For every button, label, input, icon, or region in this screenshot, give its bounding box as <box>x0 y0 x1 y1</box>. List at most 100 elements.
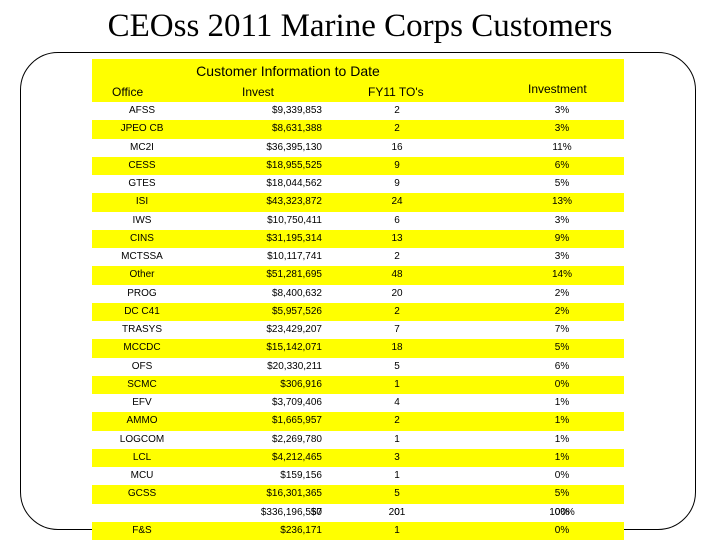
office-cell: LOGCOM <box>119 433 165 445</box>
invest-cell: $8,400,632 <box>271 287 322 299</box>
table-row: MC2I $36,395,130 16 11% <box>92 138 624 157</box>
invest-cell: $31,195,314 <box>266 232 322 244</box>
column-header-invest: Invest <box>242 85 275 99</box>
tos-cell: 1 <box>394 433 400 445</box>
invest-cell: $236,171 <box>280 524 322 536</box>
investment-cell: 0% <box>554 378 570 390</box>
office-cell: CINS <box>130 232 154 244</box>
investment-cell: 3% <box>554 105 570 116</box>
office-cell: LCL <box>132 451 152 463</box>
page-title: CEOss 2011 Marine Corps Customers <box>107 8 613 44</box>
table-row: TRASYS $23,429,207 7 7% <box>92 321 624 340</box>
office-cell: DC C41 <box>124 305 160 317</box>
invest-cell: $0 <box>310 506 322 518</box>
table-row: Other $51,281,695 48 14% <box>92 266 624 285</box>
investment-cell: 13% <box>551 196 572 208</box>
office-cell: IWS <box>132 214 152 226</box>
customer-table: Customer Information to Date Office Inve… <box>92 59 624 540</box>
tos-cell: 9 <box>394 159 400 171</box>
table-row: DC C41 $5,957,526 2 2% <box>92 302 624 321</box>
table-body: AFSS $9,339,853 2 3% JPEO CB $8,631,388 2 3% MC2… <box>92 102 624 540</box>
investment-cell: 1% <box>554 415 570 427</box>
tos-cell: 1 <box>394 470 400 481</box>
table-row: AFSS $9,339,853 2 3% <box>92 102 624 121</box>
office-cell: MCCDC <box>123 342 161 354</box>
table-row: MCTSSA $10,117,741 2 3% <box>92 248 624 267</box>
invest-cell: $5,957,526 <box>271 305 322 317</box>
tos-cell: 18 <box>391 342 403 354</box>
investment-cell: 1% <box>554 397 570 408</box>
table-row: MCCDC $15,142,071 18 5% <box>92 339 624 358</box>
investment-cell: 3% <box>554 123 570 135</box>
table-row: EFV $3,709,406 4 1% <box>92 394 624 413</box>
investment-cell: 5% <box>554 488 570 500</box>
tos-cell: 7 <box>394 324 400 335</box>
invest-cell: $10,117,741 <box>267 251 322 262</box>
column-header-office: Office <box>112 85 144 99</box>
invest-cell: $20,330,211 <box>267 360 322 372</box>
tos-cell: 2 <box>394 305 400 317</box>
invest-cell: $16,301,365 <box>266 488 322 500</box>
table-row: AMMO $1,665,957 2 1% <box>92 412 624 431</box>
column-header-investment: Investment <box>528 82 587 96</box>
office-cell: CESS <box>128 159 156 171</box>
total-investment: 100% <box>549 507 575 518</box>
invest-cell: $4,212,465 <box>271 451 322 463</box>
tos-cell: 3 <box>394 451 400 463</box>
invest-cell: $3,709,406 <box>271 397 322 408</box>
invest-cell: $18,044,562 <box>266 178 322 189</box>
invest-cell: $36,395,130 <box>266 141 322 153</box>
office-cell: Other <box>129 269 155 281</box>
table-title: Customer Information to Date <box>196 63 380 79</box>
office-cell: EFV <box>132 397 152 408</box>
investment-cell: 6% <box>554 159 570 171</box>
table-row: OFS $20,330,211 5 6% <box>92 357 624 376</box>
table-row: LCL $4,212,465 3 1% <box>92 448 624 467</box>
office-cell: AMMO <box>126 415 158 427</box>
invest-cell: $306,916 <box>280 378 322 390</box>
table-row: F&S $236,171 1 0% <box>92 521 624 540</box>
office-cell: F&S <box>132 524 152 536</box>
tos-cell: 24 <box>391 196 403 208</box>
table-row: SCMC $306,916 1 0% <box>92 375 624 394</box>
invest-cell: $1,665,957 <box>271 415 322 427</box>
invest-cell: $51,281,695 <box>266 269 322 281</box>
investment-cell: 9% <box>554 232 570 244</box>
invest-cell: $159,156 <box>280 470 322 481</box>
investment-cell: 5% <box>554 178 570 189</box>
tos-cell: 48 <box>391 269 403 281</box>
investment-cell: 0% <box>554 470 570 481</box>
tos-cell: 16 <box>391 141 403 153</box>
investment-cell: 3% <box>554 214 570 226</box>
tos-cell: 9 <box>394 178 400 189</box>
office-cell: MCU <box>130 470 154 481</box>
investment-cell: 2% <box>554 287 570 299</box>
table-row: PROG $8,400,632 20 2% <box>92 284 624 303</box>
office-cell: TRASYS <box>121 324 162 335</box>
total-blank-cell <box>92 504 200 521</box>
office-cell: PROG <box>127 287 157 299</box>
office-cell: MCTSSA <box>121 251 163 262</box>
invest-cell: $10,750,411 <box>267 214 322 226</box>
office-cell: OFS <box>131 360 153 372</box>
tos-cell: 2 <box>394 251 400 262</box>
tos-cell: 2 <box>394 123 400 135</box>
investment-cell: 5% <box>554 342 570 354</box>
table-row: ISI $43,323,872 24 13% <box>92 193 624 212</box>
table-row: MCU $159,156 1 0% <box>92 467 624 486</box>
tos-cell: 0 <box>394 506 400 518</box>
table-row: IWS $10,750,411 6 3% <box>92 211 624 230</box>
invest-cell: $8,631,388 <box>271 123 322 135</box>
invest-cell: $18,955,525 <box>266 159 322 171</box>
office-cell: ISI <box>135 196 149 208</box>
investment-cell: 11% <box>552 141 572 153</box>
invest-cell: $43,323,872 <box>266 196 322 208</box>
tos-cell: 5 <box>394 360 400 372</box>
office-cell: GCSS <box>127 488 157 500</box>
table-row: JPEO CB $8,631,388 2 3% <box>92 120 624 139</box>
tos-cell: 13 <box>391 232 403 244</box>
tos-cell: 2 <box>394 415 400 427</box>
investment-cell: 14% <box>551 269 572 281</box>
total-tos: 201 <box>388 507 406 518</box>
tos-cell: 20 <box>391 287 403 299</box>
